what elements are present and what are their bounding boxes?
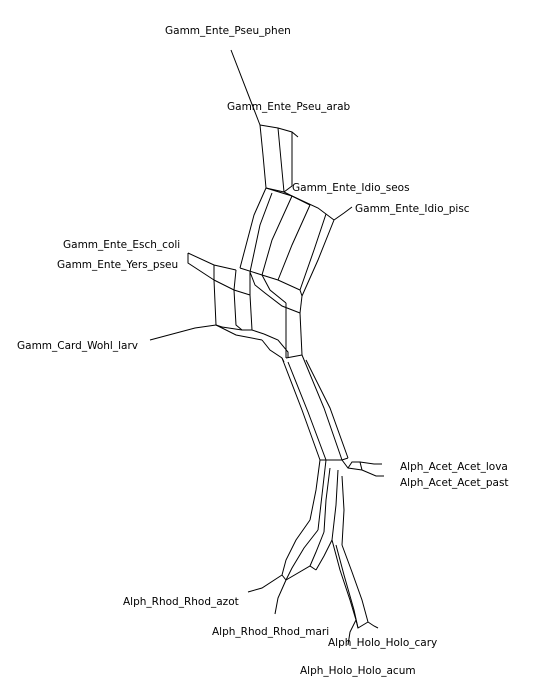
split-edge <box>285 354 303 359</box>
split-edge <box>233 269 243 331</box>
leaf-edge-wohl-larv <box>149 324 217 341</box>
split-edge <box>355 619 369 629</box>
split-edge <box>305 359 349 459</box>
split-edge <box>239 187 267 269</box>
split-edge <box>341 475 345 546</box>
taxon-label-yers-pseu: Gamm_Ente_Yers_pseu <box>57 259 178 271</box>
split-edge <box>301 219 335 297</box>
split-edge <box>341 544 369 623</box>
leaf-edge-pseu-arab <box>259 124 299 138</box>
split-edge <box>315 539 333 571</box>
split-edge <box>309 459 321 521</box>
split-edge <box>239 267 303 297</box>
taxon-label-wohl-larv: Gamm_Card_Wohl_larv <box>17 340 138 352</box>
taxon-label-acet-lova: Alph_Acet_Acet_lova <box>400 461 508 473</box>
taxon-labels: Gamm_Ente_Pseu_phen Gamm_Ente_Pseu_arab … <box>17 25 509 677</box>
split-edge <box>331 539 357 621</box>
split-edge <box>299 312 303 356</box>
split-edge <box>281 519 311 576</box>
split-edge <box>283 191 311 206</box>
network-edges <box>149 49 384 646</box>
taxon-label-holo-acum: Alph_Holo_Holo_acum <box>300 665 416 677</box>
leaf-edge-idio-pisc <box>333 206 353 221</box>
taxon-label-idio-seos: Gamm_Ente_Idio_seos <box>292 182 410 194</box>
leaf-edge-holo-cary <box>367 621 379 629</box>
split-edge <box>265 187 293 197</box>
split-edge <box>317 459 327 531</box>
taxon-label-pseu-arab: Gamm_Ente_Pseu_arab <box>227 101 351 113</box>
split-edge <box>335 544 359 629</box>
leaf-edge-pseu-phen <box>230 49 261 126</box>
split-edge <box>249 192 273 273</box>
split-edge <box>215 324 263 341</box>
split-edge <box>277 204 311 281</box>
split-edge <box>347 461 363 471</box>
split-edge <box>249 272 253 331</box>
leaf-edge-rhod-azot <box>247 574 283 593</box>
taxon-label-holo-cary: Alph_Holo_Holo_cary <box>328 637 437 649</box>
leaf-edge-acet-lova <box>359 461 382 465</box>
split-edge <box>323 467 331 533</box>
taxon-label-rhod-azot: Alph_Rhod_Rhod_azot <box>123 596 239 608</box>
taxon-label-pseu-phen: Gamm_Ente_Pseu_phen <box>165 25 291 37</box>
split-edge <box>263 333 289 358</box>
split-edge <box>261 274 287 304</box>
split-edge <box>320 457 349 461</box>
split-edge <box>277 127 285 193</box>
split-edge <box>249 271 301 314</box>
split-edge <box>287 361 327 461</box>
leaf-edge-rhod-mari <box>274 579 287 615</box>
split-edge <box>259 124 267 189</box>
leaf-edge-yers-pseu <box>187 253 215 281</box>
taxon-label-acet-past: Alph_Acet_Acet_past <box>400 477 509 489</box>
split-edge <box>213 279 251 296</box>
taxon-label-idio-pisc: Gamm_Ente_Idio_pisc <box>355 203 470 215</box>
split-edge <box>299 295 303 314</box>
split-edge <box>331 469 339 541</box>
split-edge <box>285 529 319 581</box>
leaf-edge-holo-acum <box>347 619 357 646</box>
split-edge <box>221 326 265 335</box>
split-edge <box>309 531 325 567</box>
taxon-label-esch-coli: Gamm_Ente_Esch_coli <box>63 239 180 251</box>
split-edge <box>281 357 321 461</box>
split-edge <box>261 195 293 276</box>
split-edge <box>341 459 363 471</box>
split-edge <box>213 265 223 328</box>
split-edge <box>301 354 343 461</box>
split-edge <box>281 565 317 581</box>
leaf-edge-acet-past <box>361 469 384 477</box>
taxon-label-rhod-mari: Alph_Rhod_Rhod_mari <box>212 626 329 638</box>
split-edge <box>299 213 327 291</box>
